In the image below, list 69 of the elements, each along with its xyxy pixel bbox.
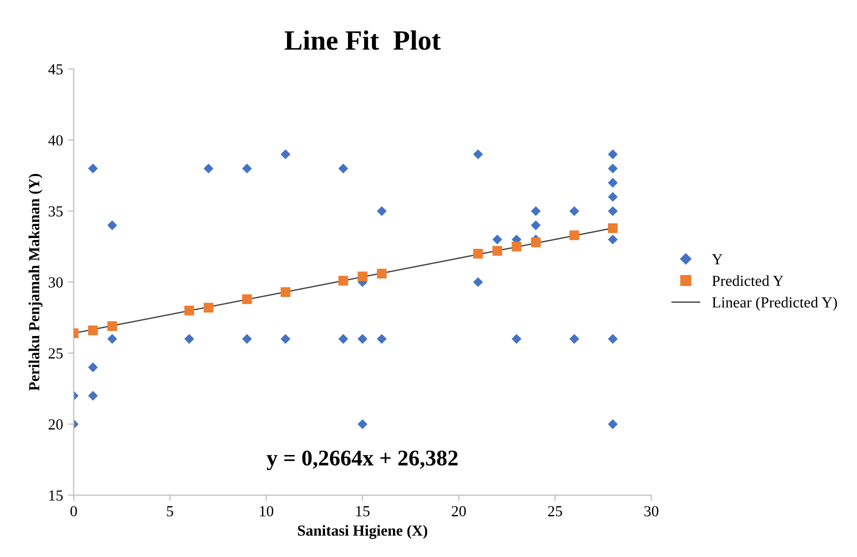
point: [530, 206, 541, 216]
point: [280, 287, 290, 297]
y-axis-title: Perilaku Penjamah Makanan (Y): [28, 174, 42, 391]
point: [338, 334, 348, 344]
point: [107, 321, 118, 332]
point: [608, 149, 618, 160]
point: [358, 419, 368, 430]
x-tick-label: 5: [167, 506, 174, 516]
point: [376, 334, 387, 344]
y-tick-label: 45: [48, 64, 63, 75]
point: [107, 220, 118, 230]
x-tick-label: 10: [260, 506, 274, 516]
point: [338, 276, 348, 286]
annotation: y = 0,2664x + 26,382: [266, 450, 458, 470]
legend-label: Predicted Y: [712, 275, 784, 286]
point: [512, 334, 522, 344]
point: [184, 306, 194, 316]
point: [88, 390, 98, 401]
point: [530, 220, 541, 230]
y-tick-label: 15: [49, 490, 63, 501]
point: [358, 272, 368, 282]
point: [204, 302, 214, 313]
point: [473, 149, 483, 160]
point: [608, 206, 618, 216]
point: [280, 334, 290, 344]
point: [608, 234, 618, 244]
x-tick-label: 0: [70, 506, 77, 516]
legend-label: Linear (Predicted Y): [712, 296, 837, 311]
point: [473, 248, 483, 259]
x-tick-label: 15: [356, 506, 370, 516]
x-axis-title: Sanitasi Higiene (X): [298, 525, 428, 539]
x-tick-label: 25: [548, 506, 562, 516]
point: [376, 206, 387, 216]
x-tick-label: 20: [452, 506, 466, 516]
point: [512, 242, 522, 252]
point: [608, 178, 618, 188]
point: [242, 294, 252, 304]
point: [608, 419, 618, 430]
point: [569, 230, 580, 240]
point: [608, 223, 618, 234]
y-tick-label: 35: [48, 206, 63, 217]
y-tick-label: 20: [48, 419, 63, 430]
y-tick-label: 25: [48, 348, 63, 359]
point: [338, 164, 348, 174]
point: [88, 362, 98, 372]
point: [569, 334, 580, 344]
point: [608, 192, 618, 202]
point: [530, 237, 541, 248]
y-tick-label: 40: [48, 135, 63, 146]
point: [492, 246, 502, 256]
point: [107, 334, 118, 344]
point: [569, 206, 580, 216]
point: [473, 277, 483, 288]
point: [608, 334, 618, 344]
point: [492, 234, 502, 244]
point: [184, 334, 194, 344]
point: [88, 164, 98, 174]
point: [280, 149, 290, 160]
point: [242, 164, 252, 174]
point: [242, 334, 252, 344]
point: [88, 326, 98, 336]
chart-title: Line Fit Plot: [284, 30, 441, 50]
legend-label: Y: [712, 254, 722, 264]
x-tick-label: 30: [644, 506, 658, 516]
point: [376, 268, 387, 278]
point: [608, 164, 618, 174]
point: [358, 334, 368, 344]
y-tick-label: 30: [48, 277, 63, 288]
point: [204, 164, 214, 174]
